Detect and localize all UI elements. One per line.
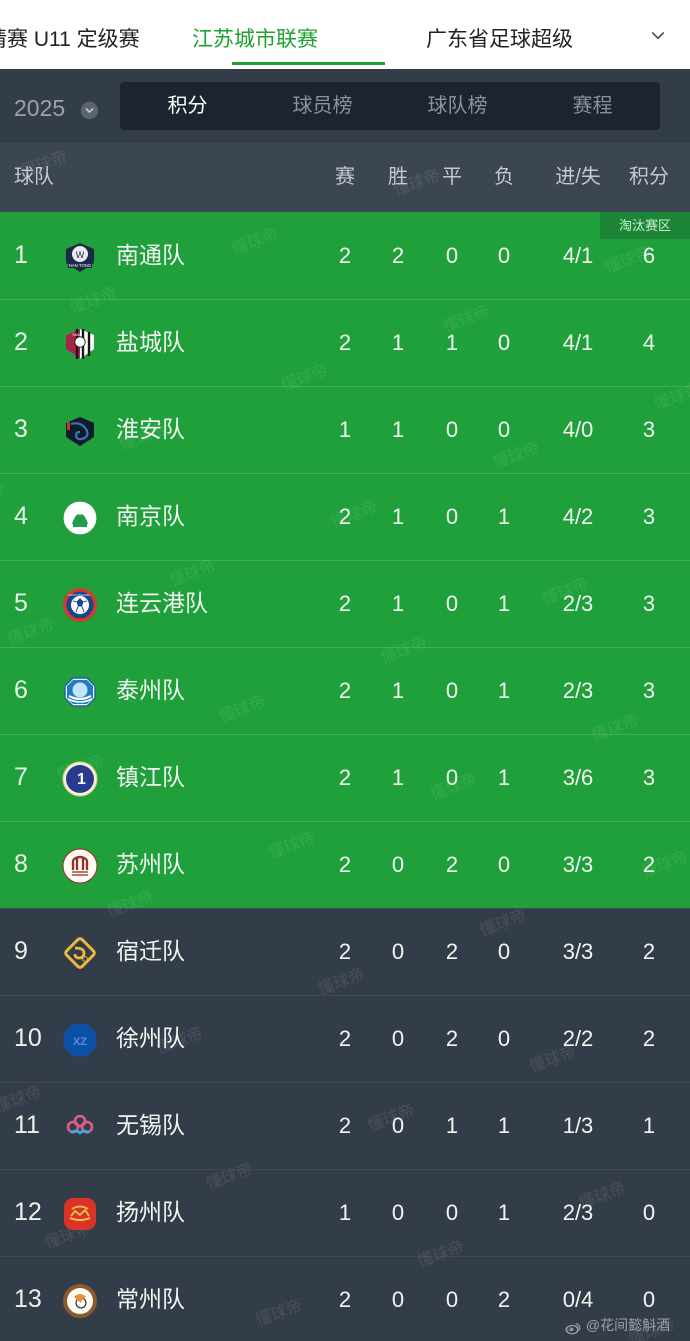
svg-text:NAN TONG: NAN TONG [69,263,92,268]
svg-text:1: 1 [77,771,86,788]
svg-text:W: W [76,250,85,260]
svg-text:YANC: YANC [72,333,82,337]
svg-text:XZ: XZ [73,1036,87,1048]
svg-text:LIANYUNGANG: LIANYUNGANG [68,593,91,597]
